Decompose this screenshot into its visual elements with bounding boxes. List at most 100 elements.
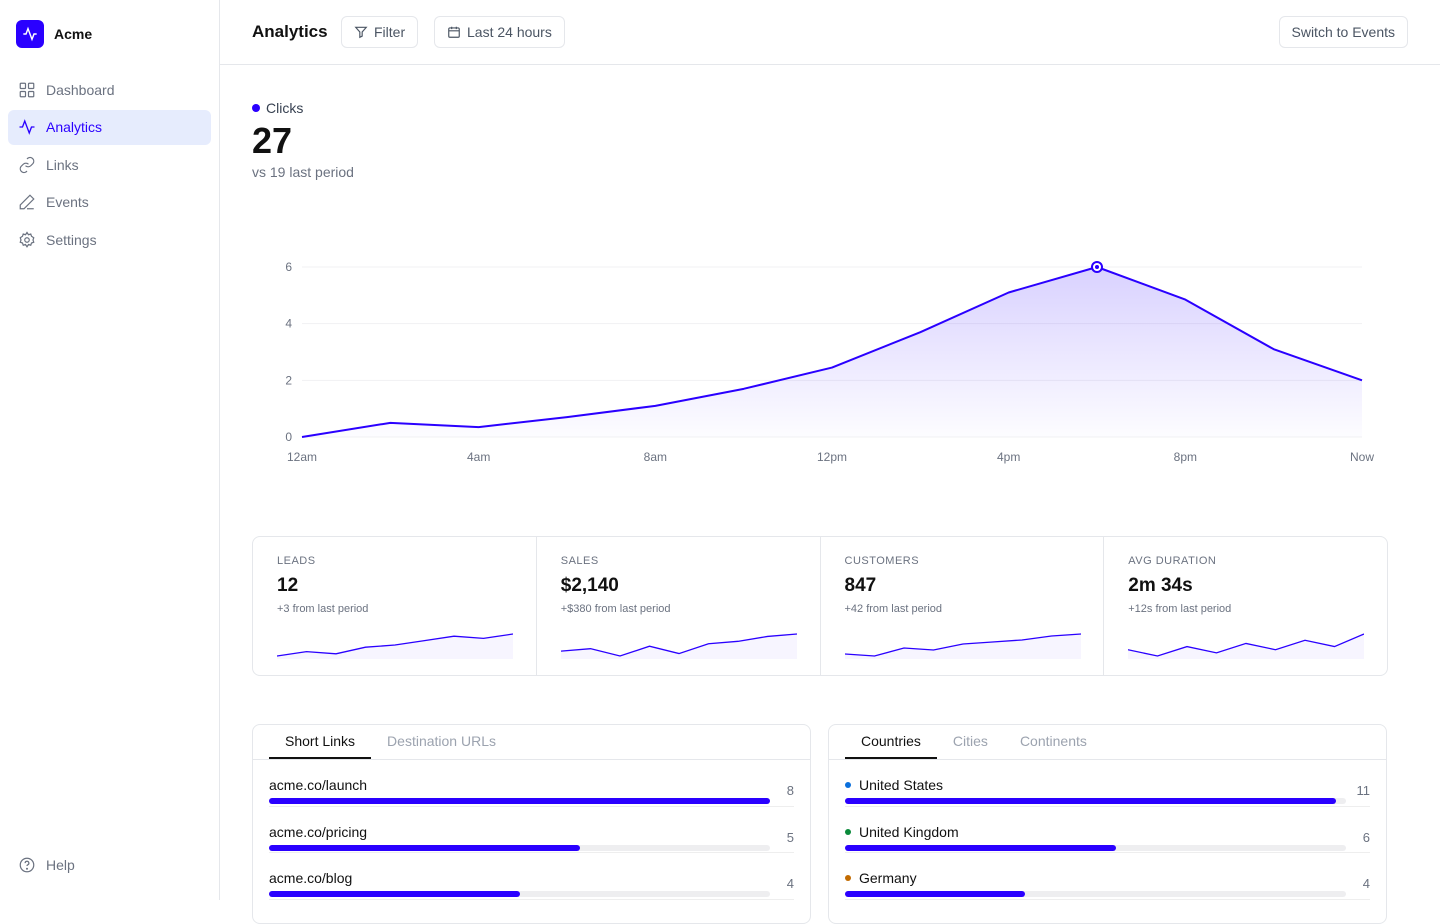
filter-icon [354, 25, 368, 39]
bar-fill [269, 798, 770, 804]
list-item[interactable]: United States 11 [845, 760, 1370, 807]
sidebar: Acme Dashboard Analytics Links Events Se… [0, 0, 220, 900]
bar-fill [845, 798, 1336, 804]
tab-continents[interactable]: Continents [1004, 725, 1103, 759]
sidebar-item-links[interactable]: Links [8, 147, 211, 182]
tab-short-links[interactable]: Short Links [269, 725, 371, 759]
highlight-point-core [1095, 265, 1099, 269]
item-name: acme.co/pricing [269, 824, 367, 840]
item-count: 8 [787, 783, 794, 798]
item-name: United Kingdom [859, 824, 959, 840]
item-count: 11 [1357, 783, 1371, 798]
bar-track [845, 845, 1346, 851]
bar-fill [269, 891, 520, 897]
bar-track [269, 891, 770, 897]
help-link[interactable]: Help [18, 856, 75, 874]
stat-delta: +$380 from last period [561, 603, 796, 615]
sparkline [1128, 629, 1364, 659]
item-name: acme.co/blog [269, 870, 352, 886]
gear-icon [18, 231, 36, 249]
series-dot [252, 104, 260, 112]
y-tick-label: 4 [285, 317, 292, 331]
sidebar-item-analytics[interactable]: Analytics [8, 110, 211, 145]
sparkline [845, 629, 1081, 659]
x-tick-label: 8am [644, 450, 667, 464]
switch-to-events-button[interactable]: Switch to Events [1279, 16, 1409, 48]
bar-fill [845, 891, 1025, 897]
list-item[interactable]: acme.co/blog 4 [269, 853, 794, 900]
color-dot [845, 782, 851, 788]
stat-label: SALES [561, 555, 796, 567]
brand-name: Acme [54, 26, 92, 42]
color-dot [845, 875, 851, 881]
calendar-icon [447, 25, 461, 39]
bar-track [269, 845, 770, 851]
metric-compare: vs 19 last period [252, 164, 354, 180]
date-range-button[interactable]: Last 24 hours [434, 16, 565, 48]
list-item[interactable]: acme.co/launch 8 [269, 760, 794, 807]
x-tick-label: 4am [467, 450, 490, 464]
item-count: 4 [1363, 876, 1370, 891]
stat-label: LEADS [277, 555, 512, 567]
link-icon [18, 156, 36, 174]
area-fill [302, 267, 1362, 437]
tab-destination-urls[interactable]: Destination URLs [371, 725, 512, 759]
sparkline-area [845, 634, 1081, 659]
sparkline [561, 629, 797, 659]
clicks-metric: Clicks 27 vs 19 last period [252, 100, 354, 180]
stat-value: 2m 34s [1128, 575, 1363, 597]
brand[interactable]: Acme [16, 20, 92, 48]
sidebar-item-label: Dashboard [46, 82, 115, 98]
filter-button[interactable]: Filter [341, 16, 418, 48]
bar-fill [269, 845, 580, 851]
y-tick-label: 0 [285, 430, 292, 444]
stat-delta: +3 from last period [277, 603, 512, 615]
y-tick-label: 6 [285, 260, 292, 274]
bar-track [845, 798, 1346, 804]
metric-value: 27 [252, 120, 354, 162]
item-name: acme.co/launch [269, 777, 367, 793]
item-count: 4 [787, 876, 794, 891]
sparkline-area [1128, 634, 1364, 659]
sparkline [277, 629, 513, 659]
sidebar-nav: Dashboard Analytics Links Events Setting… [8, 72, 211, 260]
stat-delta: +42 from last period [845, 603, 1080, 615]
grid-icon [18, 81, 36, 99]
sidebar-item-label: Settings [46, 232, 97, 248]
pen-icon [18, 193, 36, 211]
item-name: United States [859, 777, 943, 793]
tab-cities[interactable]: Cities [937, 725, 1004, 759]
help-label: Help [46, 857, 75, 873]
x-tick-label: 12am [287, 450, 317, 464]
stat-value: $2,140 [561, 575, 796, 597]
y-tick-label: 2 [285, 373, 292, 387]
item-count: 6 [1363, 830, 1370, 845]
help-circle-icon [18, 856, 36, 874]
filter-label: Filter [374, 24, 405, 40]
stat-value: 847 [845, 575, 1080, 597]
sidebar-item-events[interactable]: Events [8, 185, 211, 220]
sidebar-item-dashboard[interactable]: Dashboard [8, 72, 211, 107]
list-item[interactable]: United Kingdom 6 [845, 807, 1370, 854]
bar-fill [845, 845, 1116, 851]
date-range-label: Last 24 hours [467, 24, 552, 40]
x-tick-label: 4pm [997, 450, 1020, 464]
x-tick-label: Now [1350, 450, 1374, 464]
x-tick-label: 8pm [1174, 450, 1197, 464]
bar-track [269, 798, 770, 804]
sidebar-item-settings[interactable]: Settings [8, 222, 211, 257]
bar-track [845, 891, 1346, 897]
logo-activity-icon [16, 20, 44, 48]
metric-label: Clicks [266, 100, 303, 116]
stat-card-sales[interactable]: SALES $2,140 +$380 from last period [537, 537, 821, 675]
tab-countries[interactable]: Countries [845, 725, 937, 759]
